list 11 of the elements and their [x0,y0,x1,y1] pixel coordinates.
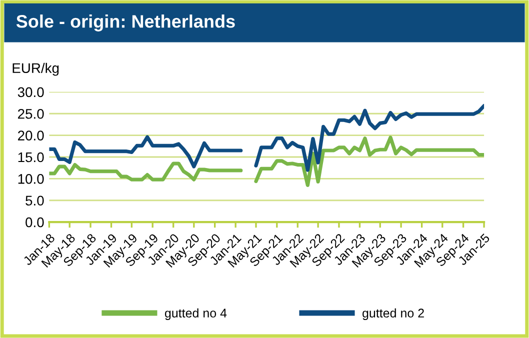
legend-label: gutted no 2 [362,308,424,320]
y-tick-label: 25.0 [18,108,44,119]
y-tick-label: 15.0 [18,152,44,162]
y-tick-label: 20.0 [18,130,44,140]
chart-title: Sole - origin: Netherlands [16,14,235,32]
y-tick-label: 10.0 [18,174,44,184]
legend-label: gutted no 4 [164,308,227,320]
y-tick-label: 5.0 [26,196,44,206]
y-tick-label: 30.0 [18,87,44,98]
y-tick-label: 0.0 [26,217,44,228]
y-axis-title: EUR/kg [12,62,59,76]
